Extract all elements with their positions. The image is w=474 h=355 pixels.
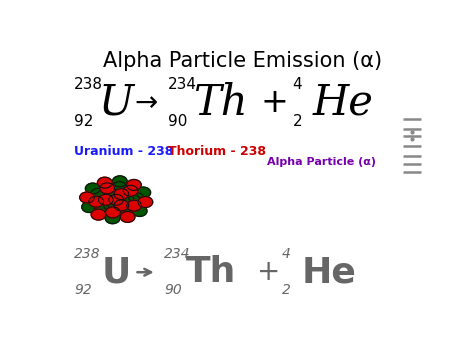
Circle shape xyxy=(136,187,151,198)
Text: U: U xyxy=(101,255,131,289)
Text: Th: Th xyxy=(193,82,248,124)
Text: Alpha Particle (α): Alpha Particle (α) xyxy=(267,157,376,166)
Text: 90: 90 xyxy=(168,114,187,129)
Text: Thorium - 238: Thorium - 238 xyxy=(168,146,265,158)
Circle shape xyxy=(132,206,147,217)
Circle shape xyxy=(104,189,118,200)
Circle shape xyxy=(127,200,141,211)
Circle shape xyxy=(105,213,120,224)
Circle shape xyxy=(94,203,109,214)
Text: 2: 2 xyxy=(282,283,291,297)
Circle shape xyxy=(112,176,127,187)
Circle shape xyxy=(104,200,118,211)
Circle shape xyxy=(106,207,120,218)
Circle shape xyxy=(119,194,134,205)
Text: He: He xyxy=(313,82,374,124)
Text: 234: 234 xyxy=(164,247,191,261)
Circle shape xyxy=(118,206,133,217)
Text: Th: Th xyxy=(186,255,237,289)
Text: →: → xyxy=(134,89,157,117)
Text: 90: 90 xyxy=(164,283,182,297)
Text: +: + xyxy=(257,258,280,286)
Text: 92: 92 xyxy=(74,283,91,297)
Text: U: U xyxy=(98,82,133,124)
Text: 92: 92 xyxy=(74,114,93,129)
Text: 238: 238 xyxy=(74,247,100,261)
Circle shape xyxy=(114,200,128,211)
Circle shape xyxy=(120,212,135,222)
Circle shape xyxy=(85,183,100,194)
Text: 2: 2 xyxy=(292,114,302,129)
Circle shape xyxy=(123,185,138,196)
Circle shape xyxy=(91,209,106,220)
Circle shape xyxy=(112,182,127,193)
Circle shape xyxy=(114,189,128,200)
Circle shape xyxy=(82,202,97,213)
Text: 4: 4 xyxy=(292,77,302,92)
Text: 4: 4 xyxy=(282,247,291,261)
Circle shape xyxy=(109,194,124,205)
Circle shape xyxy=(129,192,144,203)
Text: 238: 238 xyxy=(74,77,103,92)
Circle shape xyxy=(99,194,113,205)
Text: Alpha Particle Emission (α): Alpha Particle Emission (α) xyxy=(103,51,383,71)
Circle shape xyxy=(100,183,115,194)
Circle shape xyxy=(91,189,106,200)
Circle shape xyxy=(89,196,103,207)
Circle shape xyxy=(97,177,112,188)
Text: +: + xyxy=(260,86,288,119)
Circle shape xyxy=(127,180,141,190)
Circle shape xyxy=(80,192,94,203)
Text: He: He xyxy=(301,255,356,289)
Text: 234: 234 xyxy=(168,77,197,92)
Text: Uranium - 238: Uranium - 238 xyxy=(74,146,173,158)
Circle shape xyxy=(138,197,153,208)
